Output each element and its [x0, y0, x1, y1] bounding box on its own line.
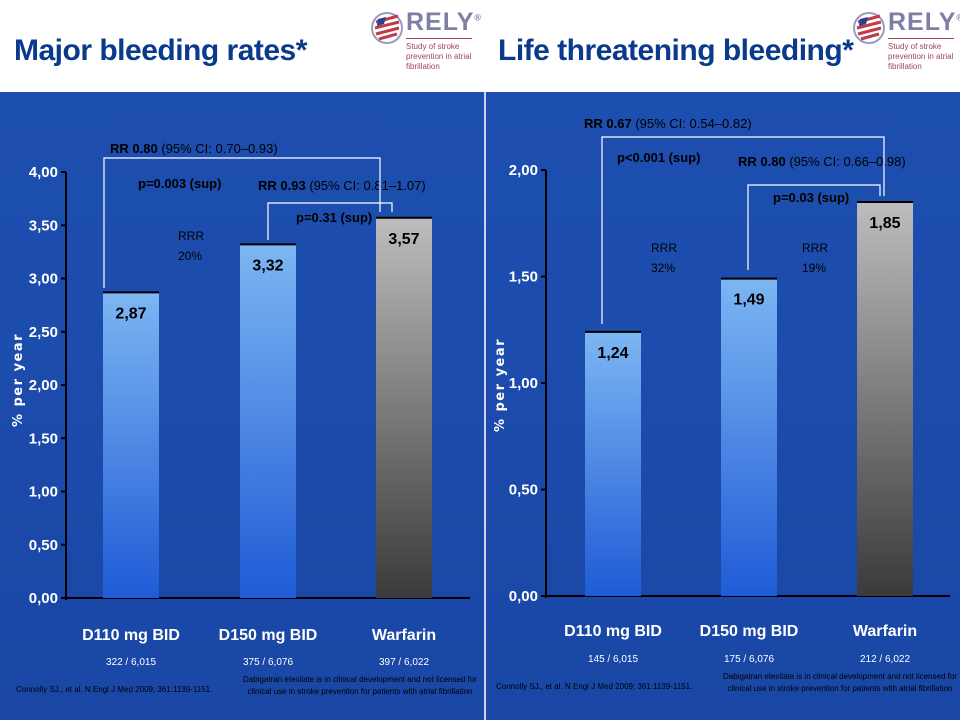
panel-divider [484, 92, 486, 720]
right-rrr2-value: 19% [802, 261, 826, 275]
right-y-tick-label: 0,50 [509, 482, 538, 499]
right-p1-annotation: p<0.001 (sup) [617, 150, 700, 165]
logo-subtitle: Study of stroke prevention in atrial fib… [406, 42, 472, 71]
right-y-tick-label: 0,00 [509, 588, 538, 605]
left-y-tick-label: 3,50 [29, 217, 58, 234]
left-citation: Connolly SJ., et al. N Engl J Med 2009; … [16, 685, 212, 694]
rely-logo-right: RELY® Study of stroke prevention in atri… [852, 4, 960, 80]
right-category-label: Warfarin [853, 623, 917, 640]
right-bar-value-label: 1,24 [597, 345, 628, 362]
right-bar-value-label: 1,85 [869, 215, 900, 232]
left-chart-title: Major bleeding rates* [14, 34, 307, 67]
right-rrr1-value: 32% [651, 261, 675, 275]
right-header: Life threatening bleeding* RELY® Study o… [484, 0, 960, 92]
right-y-tick-label: 2,00 [509, 162, 538, 179]
left-n-label: 375 / 6,076 [243, 657, 293, 668]
left-rr2-annotation: RR 0.93 (95% CI: 0.81–1.07) [258, 178, 426, 193]
left-bracket-d150-vs-warfarin [267, 202, 393, 240]
left-rr1-annotation: RR 0.80 (95% CI: 0.70–0.93) [110, 141, 278, 156]
left-header: Major bleeding rates* RELY® Study of str… [0, 0, 484, 92]
left-bar-value-label: 3,57 [388, 231, 419, 248]
right-categories: D110 mg BID D150 mg BID Warfarin 145 / 6… [564, 623, 917, 665]
left-rrr-label: RRR [178, 229, 204, 243]
left-y-tick-label: 0,00 [29, 590, 58, 607]
left-y-tick-label: 4,00 [29, 164, 58, 181]
left-p2-annotation: p=0.31 (sup) [296, 210, 372, 225]
left-bar-d110-mg-bid [103, 292, 159, 598]
left-y-tick-label: 1,00 [29, 484, 58, 501]
left-categories: D110 mg BID D150 mg BID Warfarin 322 / 6… [82, 627, 436, 668]
right-bar-value-label: 1,49 [733, 292, 764, 309]
right-y-tick-label: 1,00 [509, 375, 538, 392]
right-annotations: RR 0.67 (95% CI: 0.54–0.82) p<0.001 (sup… [584, 116, 906, 275]
right-bar-d150-mg-bid [721, 278, 777, 596]
right-y-axis-label: % per year [493, 338, 508, 432]
left-bar-d150-mg-bid [240, 244, 296, 599]
right-p2-annotation: p=0.03 (sup) [773, 190, 849, 205]
globe-flag-icon [853, 12, 885, 44]
left-bar-value-label: 2,87 [115, 305, 146, 322]
left-bar-value-label: 3,32 [252, 257, 283, 274]
left-rrr-value: 20% [178, 249, 202, 263]
right-chart-title: Life threatening bleeding* [498, 34, 854, 67]
globe-flag-icon [371, 12, 403, 44]
left-bracket-d110-vs-warfarin [103, 157, 381, 288]
right-n-label: 175 / 6,076 [724, 654, 774, 665]
left-y-axis-label: % per year [11, 333, 26, 427]
left-disclaimer-line2: clinical use in stroke prevention for pa… [248, 687, 473, 696]
right-rrr2-label: RRR [802, 241, 828, 255]
left-n-label: 397 / 6,022 [379, 657, 429, 668]
logo-wordmark: RELY® [888, 8, 960, 36]
logo-subtitle: Study of stroke prevention in atrial fib… [888, 42, 954, 71]
left-category-label: D110 mg BID [82, 627, 180, 644]
rely-logo-left: RELY® Study of stroke prevention in atri… [370, 4, 481, 80]
right-citation: Connolly SJ., et al. N Engl J Med 2009; … [496, 682, 692, 691]
right-bar-warfarin [857, 201, 913, 596]
left-bar-warfarin [376, 217, 432, 599]
right-n-label: 212 / 6,022 [860, 654, 910, 665]
left-y-tick-label: 2,50 [29, 324, 58, 341]
right-n-label: 145 / 6,015 [588, 654, 638, 665]
left-p1-annotation: p=0.003 (sup) [138, 176, 221, 191]
logo-underline [888, 38, 954, 39]
right-disclaimer-line1: Dabigatran etexilate is in clinical deve… [723, 672, 957, 681]
left-y-tick-label: 1,50 [29, 430, 58, 447]
logo-wordmark: RELY® [406, 8, 483, 36]
left-disclaimer-line1: Dabigatran etexilate is in clinical deve… [243, 675, 477, 684]
right-rr1-annotation: RR 0.67 (95% CI: 0.54–0.82) [584, 116, 752, 131]
left-y-tick-label: 0,50 [29, 537, 58, 554]
left-n-label: 322 / 6,015 [106, 657, 156, 668]
right-disclaimer-line2: clinical use in stroke prevention for pa… [728, 684, 953, 693]
right-y-tick-label: 1,50 [509, 269, 538, 286]
right-bracket-d150-vs-warfarin [747, 184, 881, 270]
left-annotations: RR 0.80 (95% CI: 0.70–0.93) p=0.003 (sup… [110, 141, 426, 263]
chart-marks: 0,00 0,50 1,00 1,50 2,00 2,50 3,00 3,50 4,00 2,87… [29, 136, 950, 607]
right-category-label: D150 mg BID [700, 623, 799, 640]
logo-underline [406, 38, 472, 39]
left-y-tick-label: 3,00 [29, 271, 58, 288]
right-rr2-annotation: RR 0.80 (95% CI: 0.66–0.98) [738, 154, 906, 169]
right-rrr1-label: RRR [651, 241, 677, 255]
right-category-label: D110 mg BID [564, 623, 662, 640]
left-category-label: Warfarin [372, 627, 436, 644]
right-bracket-d110-vs-warfarin [601, 136, 885, 324]
right-bar-d110-mg-bid [585, 331, 641, 596]
left-category-label: D150 mg BID [219, 627, 318, 644]
left-y-tick-label: 2,00 [29, 377, 58, 394]
